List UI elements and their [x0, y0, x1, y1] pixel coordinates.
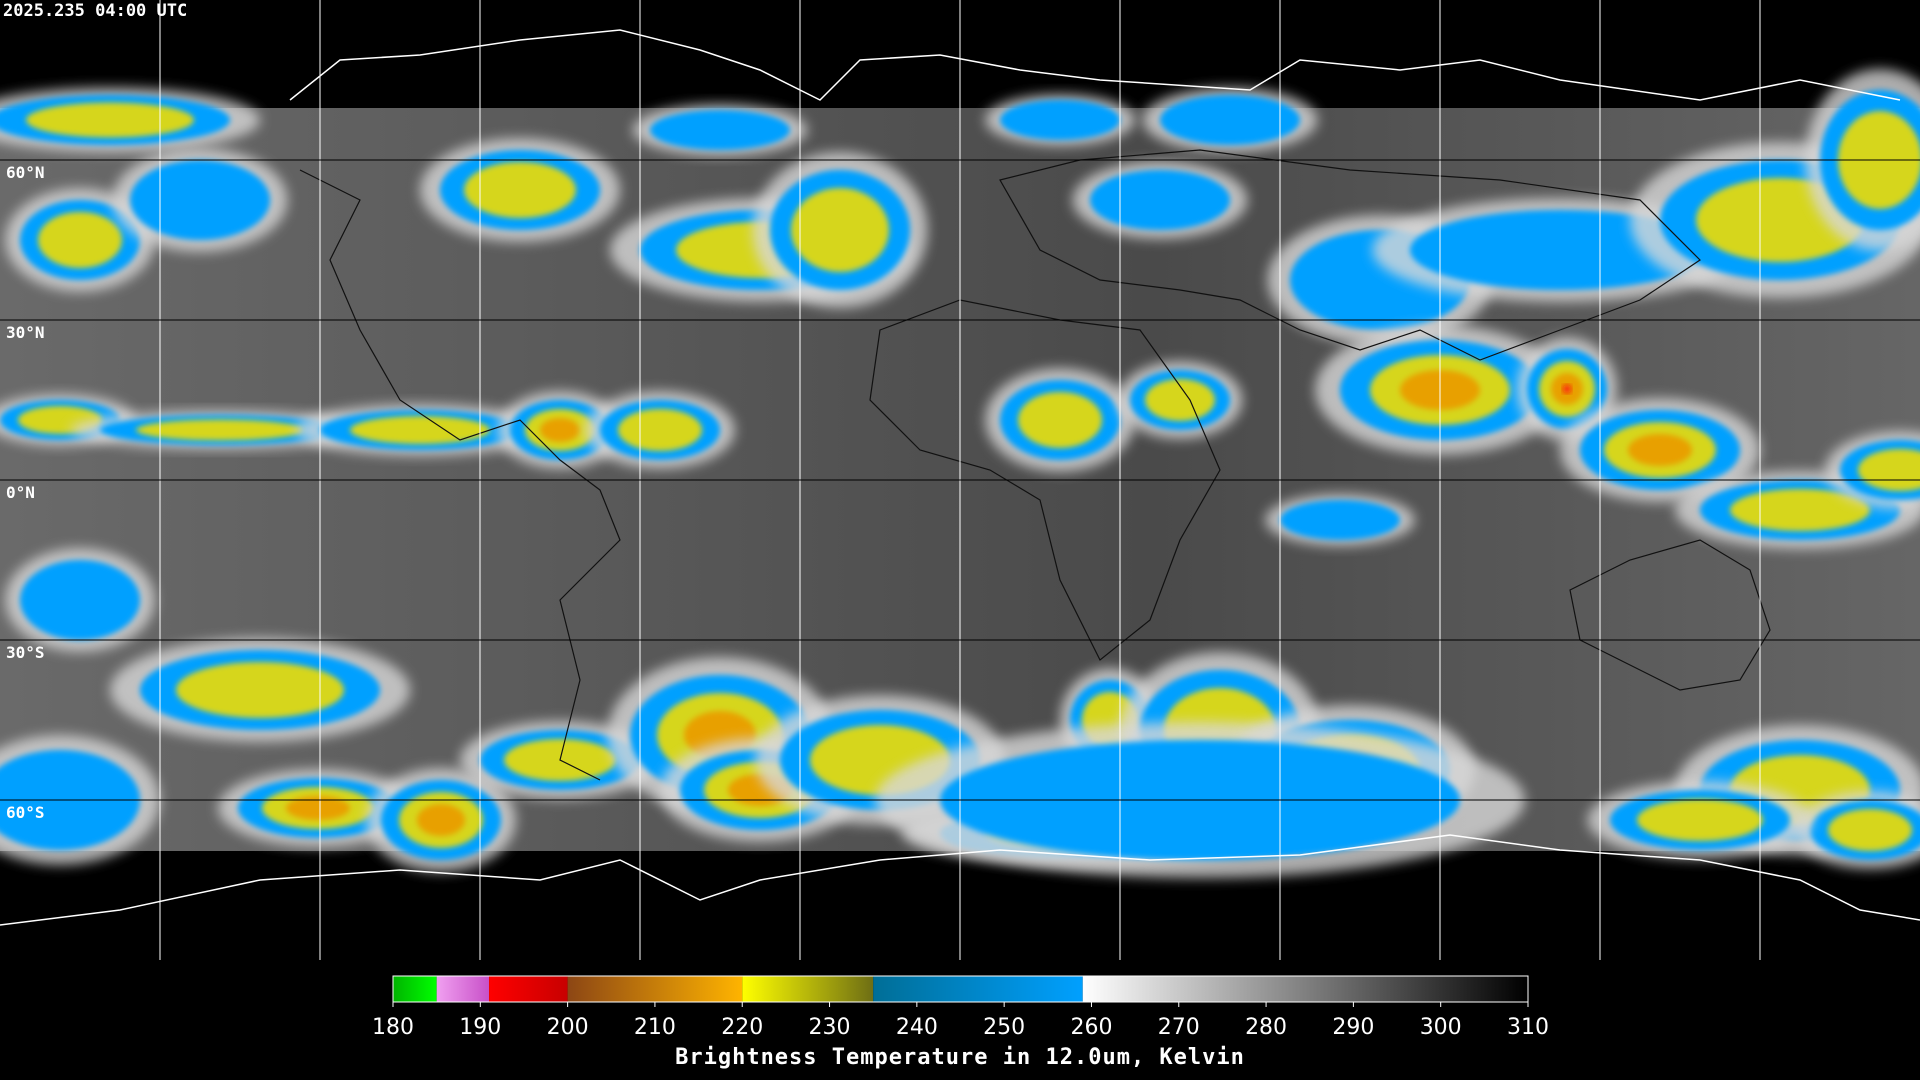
colorbar-tick-label: 180	[372, 1015, 414, 1040]
colorbar-segment	[742, 976, 874, 1002]
timestamp: 2025.235 04:00 UTC	[3, 1, 187, 21]
colorbar-tick-label: 270	[1158, 1015, 1200, 1040]
colorbar-tick-label: 310	[1507, 1015, 1549, 1040]
cloud-core	[464, 162, 576, 218]
cloud-core	[618, 409, 702, 451]
colorbar-frame	[392, 975, 1529, 1003]
latitude-label: 60°N	[6, 163, 45, 182]
cloud-core	[1145, 379, 1215, 421]
colorbar-tick-label: 210	[634, 1015, 676, 1040]
colorbar-tick-label: 240	[896, 1015, 938, 1040]
latitude-label: 60°S	[6, 803, 45, 822]
americas-coast	[299, 169, 621, 781]
cloud-core	[176, 662, 344, 718]
cloud-core	[1000, 100, 1120, 140]
cloud-core	[1828, 809, 1912, 851]
cloud-core	[1160, 95, 1300, 145]
colorbar-segment	[393, 976, 437, 1002]
colorbar-segment	[489, 976, 568, 1002]
colorbar-segment	[1082, 976, 1528, 1002]
arctic-outline	[289, 29, 1901, 101]
latitude-labels: 60°N 30°N 0°N 30°S 60°S	[6, 163, 45, 822]
colorbar-tick-label: 260	[1070, 1015, 1112, 1040]
cloud-core	[286, 796, 350, 820]
polar-outlines	[0, 29, 1920, 926]
colorbar: 180 190 200 210 220 230 240 250 260 270 280 290 300 3…	[372, 975, 1549, 1040]
cloud-core	[1730, 489, 1870, 531]
coastlines	[299, 149, 1771, 781]
colorbar-tick-label: 200	[547, 1015, 589, 1040]
cloud-layer	[0, 69, 1920, 878]
cloud-core	[20, 560, 140, 640]
cloud-core	[1628, 434, 1692, 466]
cloud-core	[417, 804, 465, 836]
colorbar-tick-label: 190	[459, 1015, 501, 1040]
cloud-core	[1637, 799, 1763, 841]
cloud-core	[1090, 170, 1230, 230]
colorbar-tick-label: 300	[1420, 1015, 1462, 1040]
colorbar-title: Brightness Temperature in 12.0um, Kelvin	[675, 1045, 1245, 1070]
cloud-core	[540, 418, 580, 442]
latitude-label: 0°N	[6, 483, 35, 502]
cloud-core	[130, 160, 270, 240]
colorbar-tick-label: 220	[721, 1015, 763, 1040]
cloud-core	[1280, 500, 1400, 540]
eurasia-coast	[999, 149, 1701, 361]
colorbar-tick-label: 250	[983, 1015, 1025, 1040]
cloud-core	[136, 419, 304, 441]
colorbar-segment	[567, 976, 743, 1002]
cloud-core	[26, 102, 194, 138]
colorbar-tick-label: 280	[1245, 1015, 1287, 1040]
cloud-core	[350, 416, 490, 444]
africa-coast	[869, 299, 1221, 661]
cloud-core	[1563, 385, 1571, 393]
latitude-label: 30°N	[6, 323, 45, 342]
graticule	[159, 0, 1761, 960]
colorbar-tick-label: 230	[809, 1015, 851, 1040]
cloud-core	[791, 188, 889, 272]
colorbar-segment	[436, 976, 490, 1002]
cloud-core	[650, 110, 790, 150]
colorbar-segment	[873, 976, 1083, 1002]
antarctic-outline	[0, 834, 1920, 926]
cloud-core	[1018, 392, 1102, 448]
cloud-core	[38, 212, 122, 268]
latitude-label: 30°S	[6, 643, 45, 662]
colorbar-tick-label: 290	[1332, 1015, 1374, 1040]
